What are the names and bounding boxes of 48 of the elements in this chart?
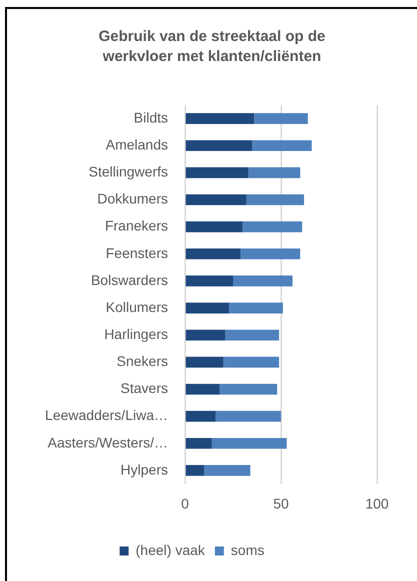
bar: [242, 221, 302, 232]
bar: [240, 248, 300, 260]
y-tick-label: Kollumers: [106, 298, 168, 315]
bar: [186, 410, 216, 422]
bar: [220, 384, 278, 395]
bar: [254, 113, 308, 124]
bar: [186, 248, 241, 260]
y-tick-label: Harlingers: [104, 326, 168, 342]
y-tick-label: Feensters: [106, 244, 168, 261]
y-tick-label: Bolswarders: [90, 272, 168, 288]
x-tick-label: 0: [181, 495, 190, 512]
legend-label: (heel) vaak: [136, 542, 206, 558]
bar: [186, 276, 233, 286]
bar: [246, 194, 304, 206]
y-tick-label: Stavers: [120, 380, 168, 396]
bar: [186, 384, 220, 395]
bar: [248, 167, 300, 178]
y-tick-label: Leewadders/Liwa…: [45, 407, 168, 424]
chart-title: Gebruik van de streektaal op de werkvloer met klanten/cliënten: [98, 27, 326, 67]
y-tick-label: Hylpers: [120, 461, 168, 478]
bar: [212, 438, 287, 449]
bar: [186, 140, 252, 152]
y-tick-label: Franekers: [104, 218, 168, 234]
y-tick-label: Snekers: [116, 353, 168, 370]
bar: [225, 330, 280, 341]
bar: [229, 302, 283, 314]
x-tick-label: 50: [273, 495, 289, 512]
bar: [233, 276, 293, 286]
y-tick-label: Amelands: [106, 136, 168, 152]
bar: [186, 330, 226, 341]
bar: [186, 302, 230, 314]
bar: [186, 194, 246, 206]
x-tick-label: 100: [365, 495, 389, 512]
y-tick-label: Aasters/Westers/…: [48, 434, 168, 450]
bar: [252, 140, 312, 152]
legend-label: soms: [230, 542, 264, 558]
bar: [186, 167, 248, 178]
bar: [186, 465, 204, 476]
bar: [186, 113, 254, 124]
y-tick-label: Dokkumers: [97, 190, 168, 207]
y-tick-label: Stellingwerfs: [88, 164, 168, 180]
bar: [186, 221, 243, 232]
bar: [223, 356, 280, 368]
y-tick-label: Bildts: [134, 109, 168, 126]
bar: [186, 438, 212, 449]
bar: [204, 465, 250, 476]
bar: [186, 356, 224, 368]
bar: [216, 410, 281, 422]
